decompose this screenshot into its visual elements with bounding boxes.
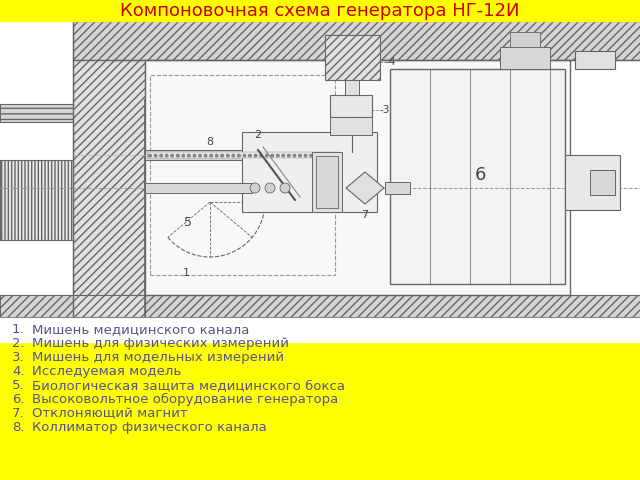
Bar [242,132,377,212]
Text: 2.: 2. [12,337,24,350]
Bar [565,155,620,210]
Text: Исследуемая модель: Исследуемая модель [32,365,181,378]
Bar [0,160,73,240]
Bar [148,152,338,158]
Bar [575,51,615,69]
Circle shape [250,183,260,193]
Bar [150,75,335,275]
Bar [510,32,540,47]
Text: Мишень медицинского канала: Мишень медицинского канала [32,323,250,336]
Bar [590,170,615,195]
Text: 6.: 6. [12,393,24,406]
Text: Компоновочная схема генератора НГ-12И: Компоновочная схема генератора НГ-12И [120,2,520,20]
Polygon shape [346,172,384,204]
Bar [0,21,640,317]
Bar [330,117,372,135]
Text: -3: -3 [380,105,390,115]
Bar [316,156,338,208]
Text: 6: 6 [474,166,486,184]
Bar [145,183,252,193]
Bar [390,69,565,284]
Circle shape [280,183,290,193]
Circle shape [265,183,275,193]
Text: 7: 7 [362,210,369,220]
Text: Высоковольтное оборудование генератора: Высоковольтное оборудование генератора [32,393,339,406]
Text: 1: 1 [182,268,189,278]
Text: Отклоняющий магнит: Отклоняющий магнит [32,407,188,420]
Bar [145,60,570,295]
Bar [330,95,372,117]
Bar [145,150,340,160]
Text: 2: 2 [255,130,262,140]
Bar [73,21,145,317]
Text: 5: 5 [184,216,192,228]
Bar [500,47,550,69]
Text: 3.: 3. [12,351,24,364]
Text: 1.: 1. [12,323,24,336]
Bar [0,317,640,480]
Text: 4.: 4. [12,365,24,378]
Bar [73,21,640,60]
Bar [0,104,73,122]
Bar [0,0,640,21]
Text: 8.: 8. [12,421,24,434]
Bar [312,152,342,212]
Bar [385,182,410,194]
Text: 5.: 5. [12,379,24,392]
Text: Биологическая защита медицинского бокса: Биологическая защита медицинского бокса [32,379,345,392]
Text: Мишень для модельных измерений: Мишень для модельных измерений [32,351,284,364]
Text: -4: -4 [386,57,396,67]
Text: Мишень для физических измерений: Мишень для физических измерений [32,337,289,350]
Text: 7.: 7. [12,407,24,420]
Text: Коллиматор физического канала: Коллиматор физического канала [32,421,267,434]
Text: 8: 8 [207,137,214,147]
Bar [345,80,359,95]
Bar [325,35,380,80]
Bar [0,295,640,317]
Bar [0,317,640,342]
